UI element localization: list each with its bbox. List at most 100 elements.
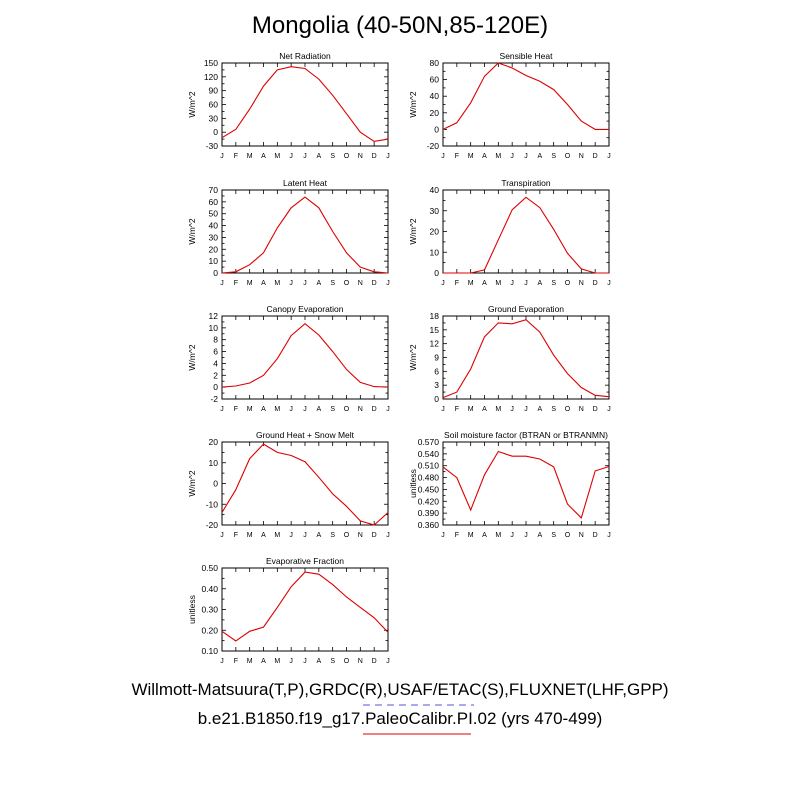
x-tick-label: A [482,532,487,539]
y-tick-label: 2 [213,370,218,380]
x-tick-label: F [234,406,238,413]
x-tick-label: J [386,406,390,413]
x-tick-label: A [537,532,542,539]
x-tick-label: A [482,153,487,160]
x-tick-label: A [537,280,542,287]
chart-title: Latent Heat [283,178,328,188]
chart-title: Ground Heat + Snow Melt [256,430,355,440]
x-tick-label: J [386,658,390,665]
x-tick-label: O [344,658,350,665]
y-tick-label: -20 [206,520,219,530]
x-tick-label: M [274,406,280,413]
model-series-line [221,322,389,388]
x-tick-label: J [303,406,307,413]
y-tick-label: 70 [209,185,219,195]
x-tick-label: A [261,532,266,539]
x-tick-label: J [607,406,611,413]
x-tick-label: O [565,532,571,539]
x-tick-label: A [482,280,487,287]
x-tick-label: M [495,280,501,287]
x-tick-label: J [289,406,293,413]
y-tick-label: 4 [213,358,218,368]
x-tick-label: A [261,153,266,160]
x-tick-label: M [274,658,280,665]
x-tick-label: N [358,658,363,665]
y-tick-label: 0.20 [201,625,218,635]
x-tick-label: A [316,532,321,539]
y-tick-label: 20 [209,244,219,254]
chart-title: Ground Evaporation [488,304,564,314]
x-tick-label: A [261,658,266,665]
plot-frame [442,189,610,274]
x-tick-label: J [441,406,445,413]
x-tick-label: N [579,406,584,413]
x-tick-label: D [593,532,598,539]
y-tick-label: 150 [204,58,218,68]
y-axis-label: W/m^2 [187,91,197,117]
x-tick-label: N [358,153,363,160]
y-tick-label: 0 [434,394,439,404]
x-tick-label: F [455,280,459,287]
y-tick-label: 90 [209,86,219,96]
chart-panel-4: Transpiration 0 10 20 30 40 J F M A M J J A S O N D J W/m^2 [408,178,611,287]
x-tick-label: J [220,532,224,539]
y-tick-label: 30 [209,232,219,242]
x-tick-label: M [468,280,474,287]
y-tick-label: 18 [430,311,440,321]
x-tick-label: J [510,280,514,287]
y-tick-label: 0.510 [418,461,440,471]
x-tick-label: A [261,280,266,287]
x-tick-label: J [386,153,390,160]
chart-panel-8: Soil moisture factor (BTRAN or BTRANMN) 0… [408,430,611,539]
y-tick-label: 0.30 [201,605,218,615]
plot-frame [221,441,389,526]
y-axis-label: unitless [408,469,418,498]
x-tick-label: J [524,532,528,539]
x-tick-label: M [247,280,253,287]
y-tick-label: 0 [434,124,439,134]
model-series-line [221,196,389,274]
x-tick-label: J [510,153,514,160]
x-tick-label: M [247,406,253,413]
chart-title: Transpiration [501,178,551,188]
model-series-line [221,443,389,526]
y-tick-label: 3 [434,380,439,390]
y-tick-label: 0.570 [418,437,440,447]
x-tick-label: M [468,406,474,413]
x-tick-label: D [372,153,377,160]
x-tick-label: S [551,153,556,160]
y-tick-label: 0 [213,382,218,392]
x-tick-label: S [330,532,335,539]
y-tick-label: 12 [430,339,440,349]
y-tick-label: 0 [213,479,218,489]
y-tick-label: 0.450 [418,484,440,494]
y-tick-label: 0.420 [418,496,440,506]
y-tick-label: 20 [430,227,440,237]
x-tick-label: J [441,280,445,287]
x-tick-label: F [234,280,238,287]
x-tick-label: N [579,280,584,287]
chart-panel-2: Sensible Heat -20 0 20 40 60 80 J F M A M J J A S O N D J W/… [408,51,611,160]
x-tick-label: O [565,153,571,160]
x-tick-label: M [495,406,501,413]
x-tick-label: S [551,532,556,539]
y-tick-label: 40 [430,185,440,195]
x-tick-label: J [607,153,611,160]
x-tick-label: F [455,532,459,539]
chart-panel-9: Evaporative Fraction 0.10 0.20 0.30 0.40 0.50… [187,556,390,665]
y-axis-label: W/m^2 [408,91,418,117]
y-tick-label: 12 [209,311,219,321]
y-tick-label: 30 [430,206,440,216]
x-tick-label: M [247,532,253,539]
y-tick-label: 50 [209,209,219,219]
y-tick-label: 60 [209,197,219,207]
y-tick-label: 0 [434,268,439,278]
y-tick-label: 0.40 [201,584,218,594]
x-tick-label: J [510,406,514,413]
x-tick-label: F [234,153,238,160]
x-tick-label: M [468,153,474,160]
x-tick-label: A [261,406,266,413]
x-tick-label: J [441,532,445,539]
